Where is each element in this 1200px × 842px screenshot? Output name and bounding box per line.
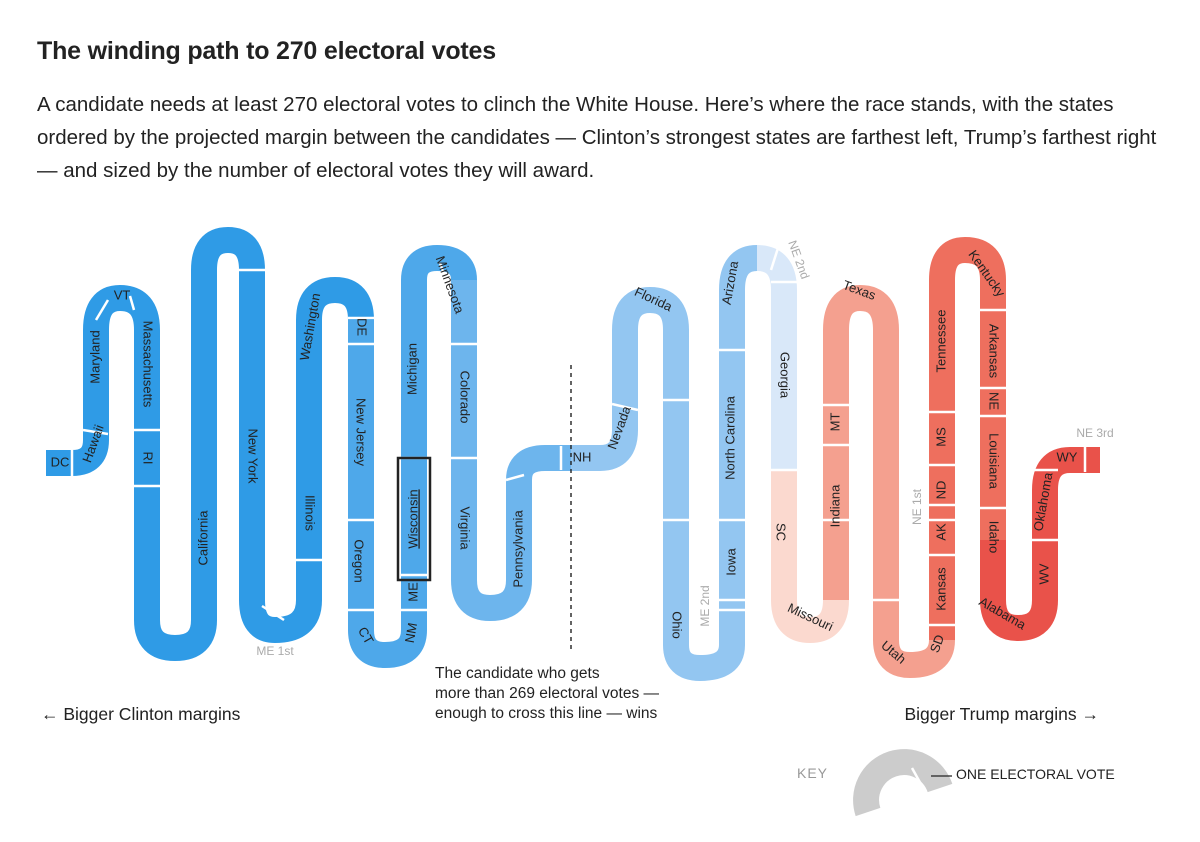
- road-segment-trump-lean: [823, 285, 955, 678]
- state-label-georgia: Georgia: [778, 352, 793, 399]
- threshold-note-line-2: more than 269 electoral votes —: [435, 685, 660, 702]
- legend-key: KEY ONE ELECTORAL VOTE: [797, 749, 1115, 817]
- trump-margin-label: Bigger Trump margins →: [904, 704, 1099, 724]
- wisconsin-highlight-box[interactable]: [396, 456, 432, 582]
- threshold-note-line-3: enough to cross this line — wins: [435, 705, 658, 722]
- segment-separator: [611, 402, 639, 412]
- state-label-ak: AK: [933, 523, 948, 541]
- road-segment-trump-strong: [929, 237, 1006, 640]
- state-label-arkansas: Arkansas: [987, 324, 1002, 379]
- segment-separator: [769, 247, 780, 271]
- segment-separator: [128, 295, 136, 311]
- state-label-nm: NM: [402, 622, 420, 645]
- state-label-massachusetts: Massachusetts: [141, 321, 156, 408]
- state-label-illinois: Illinois: [303, 495, 318, 532]
- state-label-maryland: Maryland: [87, 330, 102, 383]
- state-label-new-york: New York: [246, 429, 261, 484]
- key-road-sample: [853, 749, 953, 817]
- state-label-wv: WV: [1036, 563, 1051, 584]
- state-label-nd: ND: [933, 481, 948, 500]
- state-label-ne: NE: [987, 392, 1002, 410]
- road-segment-trump-slight: [771, 470, 849, 643]
- state-label-iowa: Iowa: [723, 548, 738, 576]
- key-segment-separator: [910, 767, 929, 796]
- state-label-sc: SC: [774, 523, 789, 541]
- road-segment-slight: [756, 245, 797, 470]
- clinton-road: [46, 227, 571, 668]
- trump-road: [571, 237, 1100, 681]
- state-label-dc: DC: [51, 454, 70, 469]
- road-segment-likely: [348, 245, 477, 668]
- state-label-de: DE: [355, 318, 370, 336]
- page-subtitle: A candidate needs at least 270 electoral…: [37, 93, 1157, 182]
- key-label: KEY: [797, 765, 828, 781]
- state-label-me-2nd: ME 2nd: [698, 585, 712, 626]
- state-label-idaho: Idaho: [987, 521, 1002, 554]
- state-label-mt: MT: [827, 413, 842, 432]
- state-label-ri: RI: [141, 452, 156, 465]
- key-value-label: ONE ELECTORAL VOTE: [956, 766, 1115, 782]
- state-label-michigan: Michigan: [404, 343, 419, 395]
- state-label-colorado: Colorado: [458, 371, 473, 424]
- state-label-tennessee: Tennessee: [933, 310, 948, 373]
- state-label-nh: NH: [573, 449, 592, 464]
- clinton-margin-label: ← Bigger Clinton margins: [41, 704, 241, 724]
- state-label-california: California: [195, 510, 210, 566]
- state-label-me: ME: [405, 582, 420, 602]
- page-title: The winding path to 270 electoral votes: [37, 37, 496, 65]
- state-label-wy: WY: [1057, 449, 1078, 464]
- road-segment-strong: [46, 227, 374, 661]
- road-segment-tilt: [571, 245, 759, 681]
- segment-separator: [505, 473, 525, 482]
- segment-separator: [261, 604, 285, 622]
- state-label-indiana: Indiana: [827, 484, 842, 527]
- state-label-sd: SD: [927, 633, 947, 655]
- segment-separator: [82, 428, 109, 436]
- state-label-me-1st: ME 1st: [256, 644, 294, 658]
- state-label-wisconsin: Wisconsin: [405, 489, 420, 548]
- state-label-louisiana: Louisiana: [987, 433, 1002, 489]
- state-label-vt: VT: [114, 287, 131, 302]
- segment-separator: [94, 299, 110, 321]
- segment-separator: [438, 262, 450, 287]
- state-label-north-carolina: North Carolina: [722, 395, 737, 480]
- road-segment-lean: [451, 280, 571, 621]
- state-label-virginia: Virginia: [458, 506, 473, 550]
- state-label-kansas: Kansas: [933, 567, 948, 611]
- state-label-pennsylvania: Pennsylvania: [510, 510, 525, 588]
- threshold-note-line-1: The candidate who gets: [435, 665, 600, 682]
- segment-separators: [70, 247, 1087, 627]
- state-label-new-jersey: New Jersey: [354, 398, 369, 466]
- state-label-ms: MS: [933, 427, 948, 447]
- state-label-ne-1st: NE 1st: [910, 488, 924, 525]
- state-label-ohio: Ohio: [670, 611, 685, 638]
- state-label-oregon: Oregon: [352, 539, 367, 582]
- road-segment-trump-safe: [980, 447, 1100, 641]
- state-label-ne-3rd: NE 3rd: [1076, 426, 1113, 440]
